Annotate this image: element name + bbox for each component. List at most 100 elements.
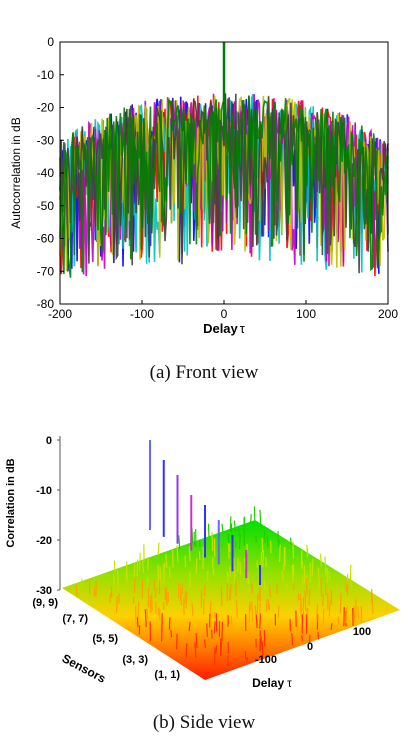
chart-b-surface-spike (345, 578, 348, 593)
chart-a-ticks: -200 -100 0 100 200 0 -10 -20 -30 -40 -50 -60 -70 -80 (37, 35, 399, 321)
chart-b-surface-spike (301, 561, 304, 570)
chart-b-ytick-label: (5, 5) (92, 633, 118, 645)
chart-b-surface-spike (320, 577, 323, 597)
chart-b-surface-spike (262, 550, 265, 568)
chart-b-surface-spike (137, 601, 140, 619)
chart-a-xtick-label: 200 (378, 307, 398, 321)
chart-b-surface-base (62, 520, 400, 680)
chart-b-surface-spike (289, 537, 292, 545)
chart-b-surface-spike (353, 605, 356, 623)
chart-b-surface-spike (330, 590, 333, 605)
chart-b-surface-spike (165, 554, 168, 569)
chart-b-surface-spike (221, 523, 224, 533)
chart-b-surface-spike (176, 545, 179, 563)
chart-b-surface-spike (188, 621, 191, 632)
chart-b-surface-spike (188, 546, 191, 562)
chart-b-surface-spike (308, 589, 311, 606)
chart-b-surface-spike (157, 542, 160, 556)
chart-b-surface-spike (149, 596, 152, 613)
chart-b-surface-spike (226, 572, 229, 583)
chart-b-surface-spike (184, 590, 187, 604)
chart-b-surface-spike (109, 593, 112, 604)
chart-b-surface-spike (138, 552, 141, 572)
chart-b-surface (62, 506, 400, 680)
chart-b-surface-spike (185, 592, 188, 609)
chart-b-surface-spike (75, 584, 78, 597)
chart-b-surface-spike (233, 520, 237, 533)
chart-b-surface-spike (133, 577, 136, 594)
chart-b-surface-spike (204, 639, 206, 648)
chart-b-surface-spike (151, 592, 153, 611)
chart-b-surface-spike (277, 605, 280, 618)
chart-b-surface-spike (179, 588, 183, 606)
chart-b-surface-spike (220, 585, 223, 606)
chart-b-surface-spike (322, 608, 325, 625)
chart-b-surface-spike (198, 539, 201, 548)
chart-b-surface-spike (319, 553, 323, 567)
chart-b-surface-spike (116, 569, 119, 590)
chart-a-ytick-label: -50 (37, 199, 55, 213)
caption-side-view: (b) Side view (152, 712, 256, 733)
chart-b-surface-spike (194, 642, 197, 658)
chart-a-xtick-label: -100 (130, 307, 154, 321)
chart-b-xlabel: Delay τ (252, 676, 292, 690)
chart-b-ztick-label: -20 (36, 535, 52, 547)
chart-a-ytick-label: -70 (37, 264, 55, 278)
chart-b-surface-spike (251, 582, 253, 594)
chart-b-surface-spike (260, 551, 263, 568)
chart-b-ztick-label: -10 (36, 485, 52, 497)
chart-b-ylabel: Sensors (60, 651, 109, 686)
chart-b-surface-spike (304, 590, 307, 611)
chart-b-surface-spike (301, 576, 304, 587)
chart-b-surface-spike (206, 623, 208, 637)
chart-a-ytick-label: -10 (37, 68, 55, 82)
chart-b-surface-spike (263, 579, 266, 591)
chart-a-series (59, 42, 389, 278)
chart-b-surface-spike (246, 656, 249, 664)
chart-b-surface-spike (292, 541, 295, 559)
chart-b-surface-spike (282, 564, 285, 572)
chart-b-surface-spike (255, 614, 258, 628)
chart-b-surface-spike (170, 630, 173, 638)
chart-b-surface-spike (244, 651, 247, 661)
chart-b-zlabel: Correlation in dB (5, 458, 17, 547)
chart-b-surface-spike (230, 615, 233, 625)
chart-b-surface-spike (185, 643, 188, 658)
chart-b-surface-spike (183, 598, 185, 615)
caption-front-view: (a) Front view (149, 362, 259, 383)
chart-b-surface-spike (276, 582, 279, 595)
chart-b-surface-spike (321, 594, 325, 607)
chart-b-surface-spike (213, 621, 216, 634)
chart-b-surface-spike (160, 621, 163, 642)
chart-front-view: -200 -100 0 100 200 0 -10 -20 -30 -40 -50 -60 -70 -80… (9, 35, 399, 336)
chart-b-surface-spike (229, 584, 232, 600)
chart-b-xtick-label: 0 (307, 641, 313, 653)
chart-a-xlabel: Delay τ (203, 321, 246, 336)
chart-b-surface-spike (195, 557, 198, 575)
chart-b-ytick-label: (7, 7) (62, 613, 88, 625)
chart-b-surface-spike (328, 599, 331, 617)
chart-b-axes: 0 -10 -20 -30 (1, 1) (3, 3) (5, 5) (7, 7) (9, 9)… (32, 435, 371, 681)
chart-b-peaks (149, 440, 261, 585)
chart-b-xtick-label: -100 (255, 654, 277, 666)
chart-b-surface-spike (159, 566, 162, 587)
chart-b-surface-spike (211, 531, 214, 552)
chart-b-surface-spike (113, 560, 116, 573)
chart-b-surface-spike (328, 571, 331, 581)
chart-b-surface-spike (168, 566, 171, 578)
chart-b-ztick-label: -30 (36, 585, 52, 597)
chart-b-surface-spike (220, 641, 223, 655)
chart-b-surface-spike (243, 518, 246, 536)
chart-b-surface-spike (279, 544, 281, 563)
chart-b-surface-spike (256, 594, 259, 615)
chart-b-surface-spike (235, 599, 238, 619)
chart-a-ytick-label: -40 (37, 166, 55, 180)
chart-b-surface-spike (345, 606, 348, 624)
chart-b-surface-spike (229, 516, 232, 533)
chart-b-surface-spike (250, 513, 252, 524)
chart-a-xlabel-text: Delay (203, 321, 238, 336)
chart-b-surface-spike (146, 608, 149, 620)
chart-a-ylabel: Autocorrelation in dB (9, 117, 23, 228)
chart-b-surface-spike (311, 559, 314, 577)
chart-b-xtick-label: 100 (353, 626, 371, 638)
